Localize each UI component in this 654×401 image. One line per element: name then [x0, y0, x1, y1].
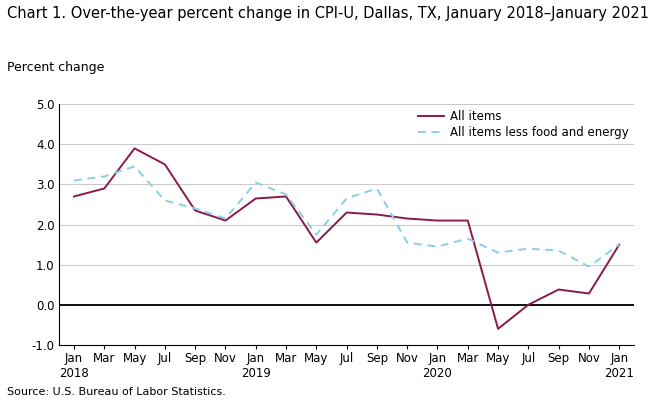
All items less food and energy	[585, 264, 593, 269]
All items less food and energy	[191, 206, 199, 211]
Line: All items: All items	[74, 148, 619, 329]
All items less food and energy	[313, 232, 320, 237]
All items	[282, 194, 290, 199]
All items less food and energy	[373, 186, 381, 191]
Text: Percent change: Percent change	[7, 61, 104, 74]
All items less food and energy	[525, 246, 532, 251]
All items less food and energy	[404, 240, 411, 245]
Text: Source: U.S. Bureau of Labor Statistics.: Source: U.S. Bureau of Labor Statistics.	[7, 387, 226, 397]
All items	[615, 242, 623, 247]
All items	[555, 287, 562, 292]
Line: All items less food and energy: All items less food and energy	[74, 166, 619, 267]
All items	[525, 302, 532, 307]
All items less food and energy	[494, 250, 502, 255]
All items less food and energy	[464, 236, 472, 241]
All items less food and energy	[282, 192, 290, 197]
All items	[70, 194, 78, 199]
All items	[131, 146, 139, 151]
All items less food and energy	[252, 180, 260, 185]
Legend: All items, All items less food and energy: All items, All items less food and energ…	[418, 110, 628, 139]
All items less food and energy	[100, 174, 108, 179]
All items	[373, 212, 381, 217]
All items	[464, 218, 472, 223]
All items less food and energy	[434, 244, 441, 249]
All items less food and energy	[343, 196, 351, 201]
All items	[222, 218, 230, 223]
All items	[313, 240, 320, 245]
All items	[404, 216, 411, 221]
All items	[494, 326, 502, 331]
All items	[161, 162, 169, 167]
All items less food and energy	[161, 198, 169, 203]
All items less food and energy	[555, 248, 562, 253]
All items less food and energy	[615, 242, 623, 247]
All items	[252, 196, 260, 201]
All items	[434, 218, 441, 223]
All items	[343, 210, 351, 215]
All items less food and energy	[222, 216, 230, 221]
Text: Chart 1. Over-the-year percent change in CPI-U, Dallas, TX, January 2018–January: Chart 1. Over-the-year percent change in…	[7, 6, 649, 21]
All items	[191, 208, 199, 213]
All items	[100, 186, 108, 191]
All items	[585, 291, 593, 296]
All items less food and energy	[131, 164, 139, 169]
All items less food and energy	[70, 178, 78, 183]
